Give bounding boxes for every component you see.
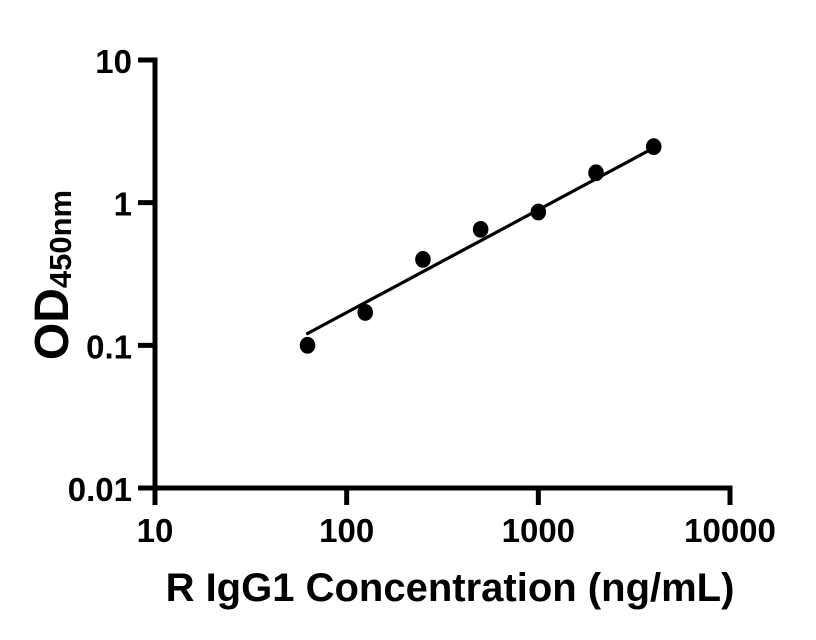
data-point: [299, 336, 316, 354]
data-point: [645, 138, 662, 156]
x-axis-tick-label: 100: [319, 512, 374, 549]
x-axis-title: R IgG1 Concentration (ng/mL): [166, 566, 735, 610]
data-point: [415, 251, 431, 268]
y-axis-tick-label: 0.01: [68, 471, 132, 508]
data-point: [588, 164, 604, 182]
y-axis-title-subscript: 450nm: [43, 190, 78, 288]
y-axis-tick-label: 0.1: [86, 328, 132, 365]
x-axis-tick-label: 1000: [502, 512, 575, 549]
x-axis-tick-label: 10000: [684, 512, 776, 549]
y-axis-title: OD450nm: [26, 190, 79, 360]
y-axis-tick-label: 10: [95, 43, 132, 80]
y-axis-title-main: OD: [26, 288, 79, 360]
data-point: [472, 220, 489, 238]
y-axis-tick-label: 1: [114, 186, 132, 223]
data-point: [357, 304, 374, 321]
data-point: [530, 203, 547, 221]
x-axis-tick-label: 10: [137, 512, 174, 549]
